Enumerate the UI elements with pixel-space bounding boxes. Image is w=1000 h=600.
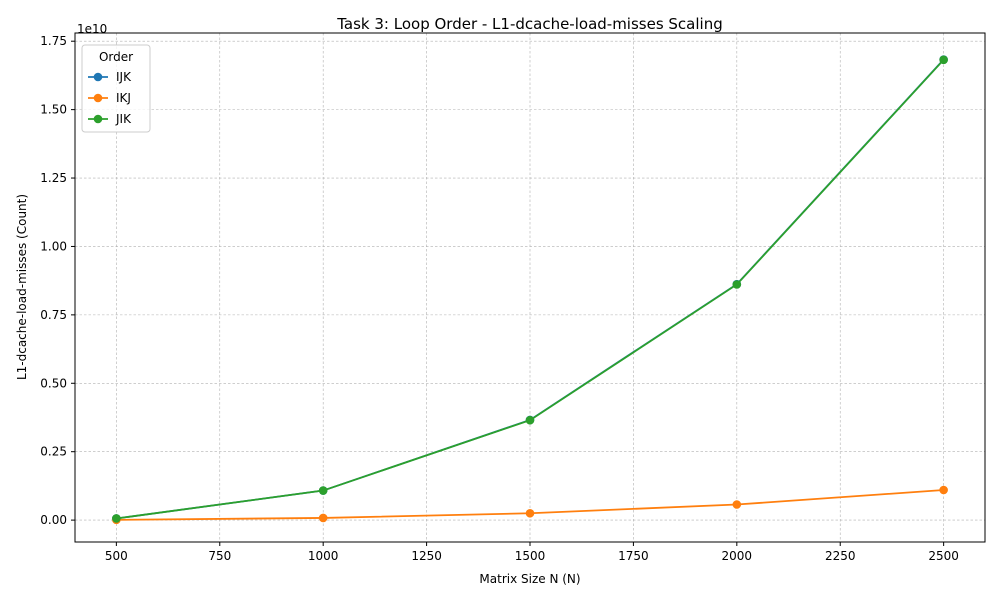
- legend-label-ikj: IKJ: [116, 91, 131, 105]
- x-tick-label: 1750: [618, 549, 649, 563]
- y-axis-label: L1-dcache-load-misses (Count): [15, 194, 29, 380]
- y-axis-ticks: 0.00 0.25 0.50 0.75 1.00 1.25 1.50 1.75: [40, 34, 75, 527]
- y-tick-label: 1.50: [40, 103, 67, 117]
- data-series: [112, 55, 948, 525]
- data-point-jik: [939, 55, 948, 65]
- y-tick-label: 0.00: [40, 513, 67, 527]
- data-point-jik: [732, 280, 742, 289]
- chart-title: Task 3: Loop Order - L1-dcache-load-miss…: [336, 15, 723, 33]
- x-axis-label: Matrix Size N (N): [479, 572, 580, 586]
- x-tick-label: 2250: [825, 549, 856, 563]
- data-point-ikj: [318, 513, 328, 523]
- legend: Order IJK IKJ JIK: [81, 44, 151, 133]
- legend-label-ijk: IJK: [116, 70, 132, 84]
- y-tick-label: 0.50: [40, 376, 67, 390]
- x-tick-label: 2000: [722, 549, 753, 563]
- series-jik: [112, 55, 948, 523]
- x-tick-label: 1000: [308, 549, 339, 563]
- x-tick-label: 2500: [928, 549, 959, 563]
- data-point-jik: [318, 486, 328, 495]
- x-tick-label: 750: [208, 549, 231, 563]
- legend-entries: IJK IKJ JIK: [88, 70, 132, 126]
- y-tick-label: 1.75: [40, 34, 67, 48]
- y-axis-offset-label: 1e10: [77, 22, 107, 36]
- x-axis-ticks: 500 750 1000 1250 1500 1750 2000 2250 2500: [105, 542, 959, 563]
- data-point-ikj: [939, 485, 948, 495]
- legend-label-jik: JIK: [115, 112, 132, 126]
- x-tick-label: 500: [105, 549, 128, 563]
- legend-marker-ikj: [93, 93, 103, 103]
- x-tick-label: 1500: [515, 549, 546, 563]
- legend-box: [81, 44, 151, 133]
- legend-title: Order: [99, 50, 133, 64]
- legend-marker-ijk: [93, 72, 103, 82]
- legend-marker-jik: [93, 114, 103, 124]
- data-point-jik: [112, 514, 121, 523]
- y-tick-label: 1.00: [40, 239, 67, 253]
- y-tick-label: 1.25: [40, 171, 67, 185]
- grid-lines: [75, 33, 985, 542]
- data-point-ikj: [732, 500, 742, 509]
- data-point-jik: [525, 415, 535, 425]
- y-tick-label: 0.25: [40, 445, 67, 459]
- x-tick-label: 1250: [411, 549, 442, 563]
- y-tick-label: 0.75: [40, 308, 67, 322]
- data-point-ikj: [525, 508, 535, 518]
